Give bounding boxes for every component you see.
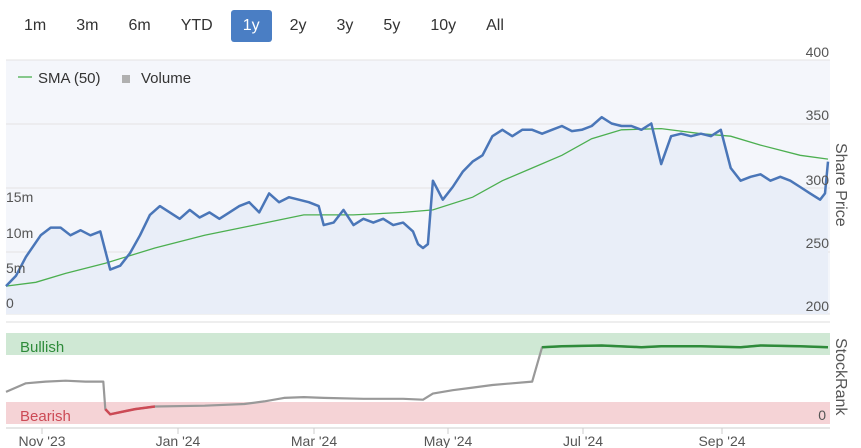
volume-tick: 15m (6, 189, 33, 205)
price-tick: 200 (806, 298, 830, 314)
bearish-label: Bearish (20, 408, 71, 425)
price-tick: 300 (806, 172, 830, 188)
range-button-6m[interactable]: 6m (116, 10, 162, 42)
sma-line (5, 127, 829, 287)
price-axis-title: Share Price (832, 143, 849, 227)
volume-legend-label: Volume (141, 70, 191, 87)
range-selector: 1m 3m 6m YTD 1y 2y 3y 5y 10y All (12, 10, 522, 42)
stockrank-tick: 0 (818, 407, 826, 423)
bearish-band (6, 402, 830, 424)
volume-legend-swatch (122, 75, 130, 83)
range-button-1y[interactable]: 1y (230, 10, 272, 42)
x-axis: Nov '23 Jan '24 Mar '24 May '24 Jul '24 … (18, 428, 746, 448)
stockrank-bearish-segment (104, 405, 156, 416)
price-tick: 350 (806, 107, 830, 123)
volume-tick: 10m (6, 225, 33, 241)
volume-axis: 15m 10m 5m 0 (6, 189, 33, 311)
sma-legend-label: SMA (50) (38, 70, 101, 87)
x-tick-label: Mar '24 (291, 433, 337, 448)
x-tick-label: Sep '24 (698, 433, 745, 448)
range-button-ytd[interactable]: YTD (169, 10, 225, 42)
price-axis: 400 350 300 250 200 (806, 44, 830, 314)
x-tick-label: Jan '24 (156, 433, 201, 448)
range-button-3m[interactable]: 3m (64, 10, 110, 42)
stockrank-axis-title: StockRank (832, 338, 849, 416)
x-tick-label: Nov '23 (18, 433, 65, 448)
range-button-10y[interactable]: 10y (418, 10, 468, 42)
price-line (5, 115, 830, 287)
price-area (6, 117, 828, 314)
bullish-band (6, 333, 830, 355)
x-tick-label: Jul '24 (563, 433, 603, 448)
volume-tick: 0 (6, 295, 14, 311)
volume-tick: 5m (6, 260, 25, 276)
range-button-1m[interactable]: 1m (12, 10, 58, 42)
bullish-label: Bullish (20, 339, 64, 356)
range-button-3y[interactable]: 3y (325, 10, 366, 42)
stockrank-bullish-segment (542, 344, 829, 349)
price-tick: 250 (806, 235, 830, 251)
x-tick-label: May '24 (424, 433, 473, 448)
range-button-2y[interactable]: 2y (278, 10, 319, 42)
legend: SMA (50) Volume (18, 70, 191, 87)
price-tick: 400 (806, 44, 830, 60)
range-button-all[interactable]: All (474, 10, 516, 42)
range-button-5y[interactable]: 5y (371, 10, 412, 42)
